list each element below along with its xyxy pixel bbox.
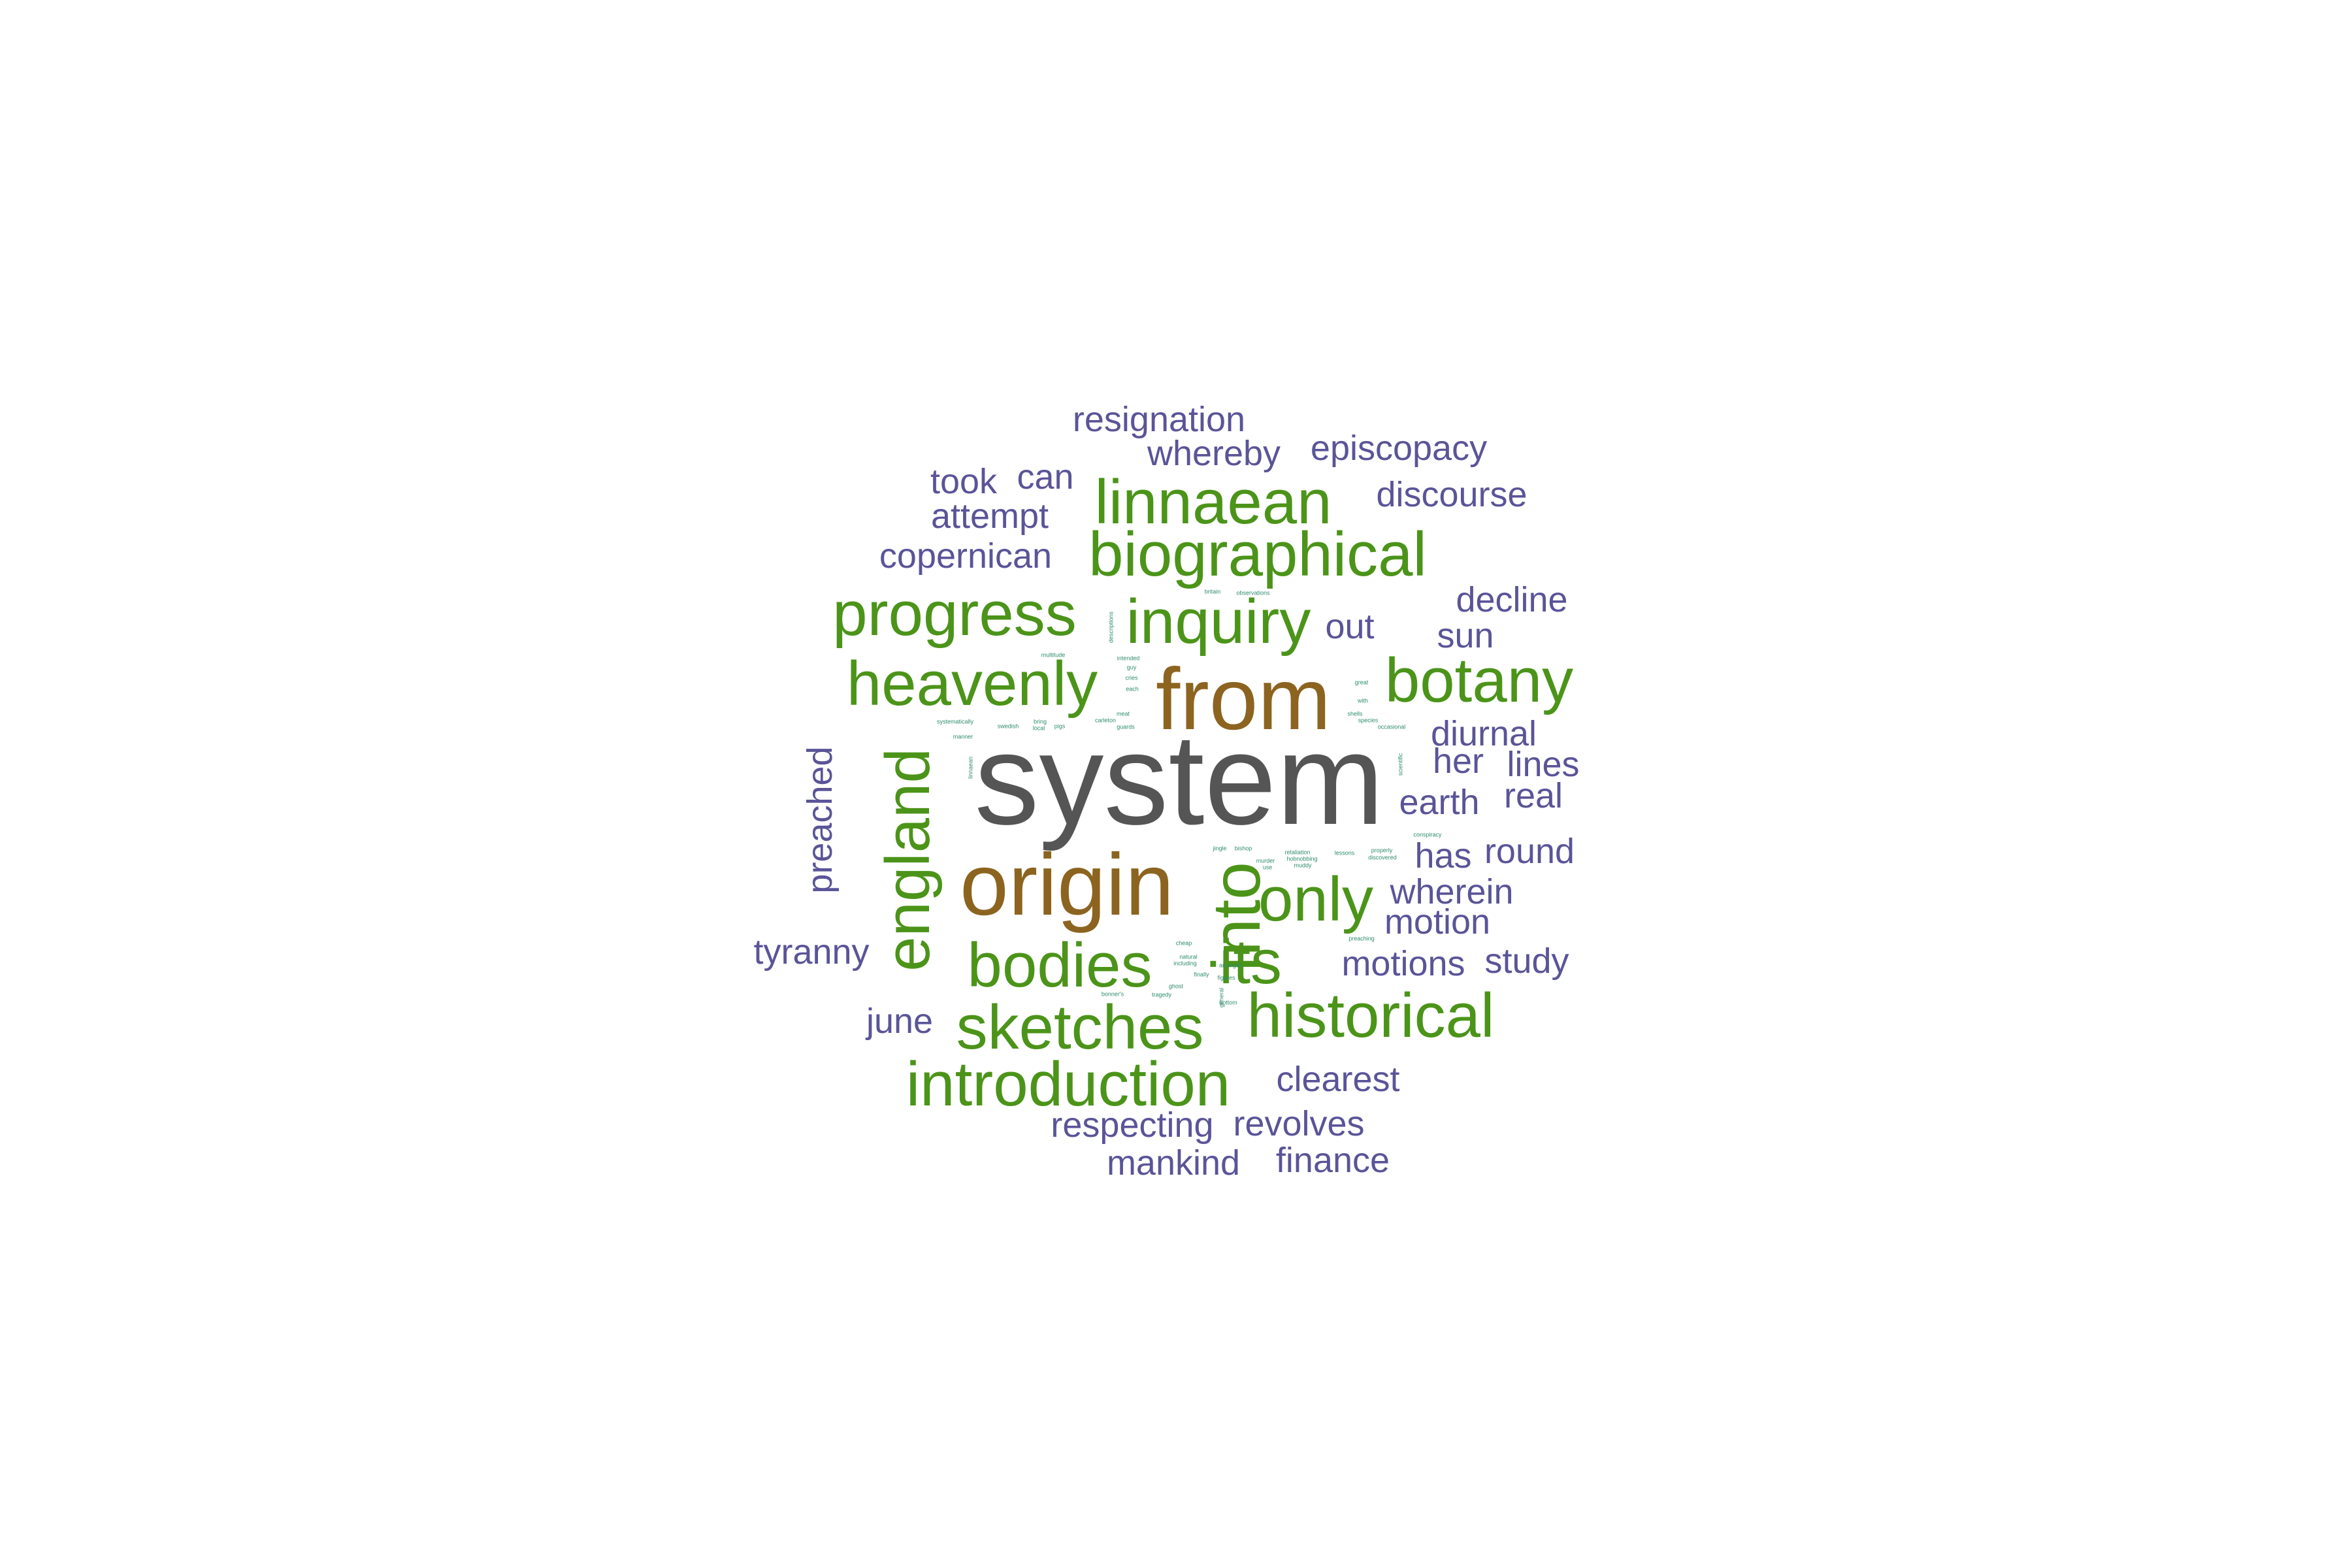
cloud-word: arranged xyxy=(1218,962,1243,969)
cloud-word: botany xyxy=(1384,645,1574,715)
cloud-word: origin xyxy=(960,836,1174,934)
cloud-word: sketches xyxy=(956,992,1204,1062)
cloud-word: tragedy xyxy=(1151,991,1172,998)
cloud-word: linnaean xyxy=(1094,467,1332,537)
cloud-word: its xyxy=(1219,927,1282,997)
cloud-word: decline xyxy=(1456,580,1568,619)
cloud-word: bishop xyxy=(1234,845,1252,852)
cloud-word: use xyxy=(1262,864,1273,871)
cloud-word: preached xyxy=(800,746,840,894)
cloud-word: has xyxy=(1414,836,1472,875)
cloud-word: discovered xyxy=(1368,854,1397,861)
cloud-word: conspiracy xyxy=(1413,831,1442,838)
cloud-word: study xyxy=(1484,941,1569,981)
cloud-word: bottom xyxy=(1219,999,1237,1006)
cloud-word: episcopacy xyxy=(1310,429,1488,468)
cloud-word: cries xyxy=(1125,674,1138,681)
cloud-word: system xyxy=(974,707,1384,851)
cloud-word: inquiry xyxy=(1126,587,1311,657)
cloud-word: great xyxy=(1354,679,1369,686)
cloud-word: species xyxy=(1358,717,1379,724)
cloud-word: bodies xyxy=(967,930,1152,1000)
cloud-word: properly xyxy=(1371,847,1393,854)
cloud-word: guards xyxy=(1117,723,1135,730)
cloud-word: finally xyxy=(1194,971,1209,978)
cloud-word: carleton xyxy=(1094,717,1117,724)
cloud-word: can xyxy=(1017,457,1074,497)
cloud-word: scientific xyxy=(1397,753,1404,776)
cloud-word: each xyxy=(1126,685,1139,693)
cloud-word: resignation xyxy=(1072,400,1246,439)
cloud-word: out xyxy=(1325,607,1375,646)
cloud-word: only xyxy=(1258,864,1374,934)
cloud-word: linnaean xyxy=(967,756,974,779)
cloud-word: local xyxy=(1032,725,1045,732)
cloud-word: jingle xyxy=(1213,845,1227,852)
cloud-word: shells xyxy=(1347,710,1363,717)
cloud-word: motions xyxy=(1341,944,1465,983)
cloud-word: respecting xyxy=(1051,1105,1214,1145)
cloud-word: swedish xyxy=(997,723,1019,730)
cloud-word: muddy xyxy=(1294,862,1312,869)
cloud-word: real xyxy=(1503,776,1563,815)
cloud-word: earth xyxy=(1399,783,1480,822)
cloud-word: sun xyxy=(1437,616,1494,655)
cloud-word: occasional xyxy=(1377,723,1406,730)
cloud-word: murder xyxy=(1256,857,1275,864)
cloud-word: natural xyxy=(1179,953,1198,960)
cloud-word: observations xyxy=(1236,589,1270,596)
cloud-word: introduction xyxy=(906,1049,1231,1119)
cloud-word: systematically xyxy=(936,718,974,725)
cloud-word: cheap xyxy=(1175,939,1192,947)
cloud-word: attempt xyxy=(930,497,1049,536)
cloud-word: discourse xyxy=(1376,475,1527,514)
cloud-word: copernican xyxy=(879,536,1053,576)
cloud-word: descriptions xyxy=(1107,611,1115,644)
cloud-word: retaliation xyxy=(1284,849,1311,856)
cloud-word: motion xyxy=(1384,902,1491,941)
cloud-word: pigs xyxy=(1054,723,1066,730)
cloud-word: hobnobbing xyxy=(1286,855,1318,862)
cloud-word: clearest xyxy=(1276,1060,1400,1099)
cloud-word: meat xyxy=(1116,710,1130,717)
cloud-word: whereby xyxy=(1147,434,1281,473)
cloud-word: finance xyxy=(1275,1141,1390,1180)
cloud-word: bonner's xyxy=(1101,990,1124,998)
cloud-word: including xyxy=(1173,960,1197,967)
cloud-word: multitude xyxy=(1041,651,1066,659)
cloud-word: revolves xyxy=(1233,1104,1365,1143)
cloud-word: intended xyxy=(1117,655,1140,662)
cloud-word: wherein xyxy=(1390,872,1514,911)
cloud-word: figures xyxy=(1217,974,1235,981)
cloud-word: heavenly xyxy=(846,649,1098,719)
cloud-word: her xyxy=(1432,742,1484,781)
cloud-word: manner xyxy=(953,733,973,740)
cloud-word: from xyxy=(1156,651,1331,748)
cloud-word: with xyxy=(1357,697,1369,704)
cloud-word: mankind xyxy=(1106,1143,1241,1183)
cloud-word: britain xyxy=(1204,588,1221,595)
cloud-word: june xyxy=(866,1002,934,1041)
cloud-word: historical xyxy=(1247,981,1495,1051)
cloud-word: tyranny xyxy=(753,932,870,972)
cloud-word: guy xyxy=(1126,664,1137,671)
cloud-word: diurnal xyxy=(1430,714,1537,753)
cloud-word: lessons xyxy=(1334,849,1355,857)
cloud-word: preaching xyxy=(1348,935,1375,942)
cloud-word: bring xyxy=(1033,718,1047,725)
cloud-word: lines xyxy=(1507,745,1580,784)
cloud-word: england xyxy=(873,748,943,972)
cloud-word: round xyxy=(1484,832,1575,871)
cloud-word: ghost xyxy=(1168,983,1184,990)
cloud-word: took xyxy=(930,462,998,501)
cloud-word: progress xyxy=(832,579,1077,649)
cloud-word: biographical xyxy=(1088,519,1427,589)
